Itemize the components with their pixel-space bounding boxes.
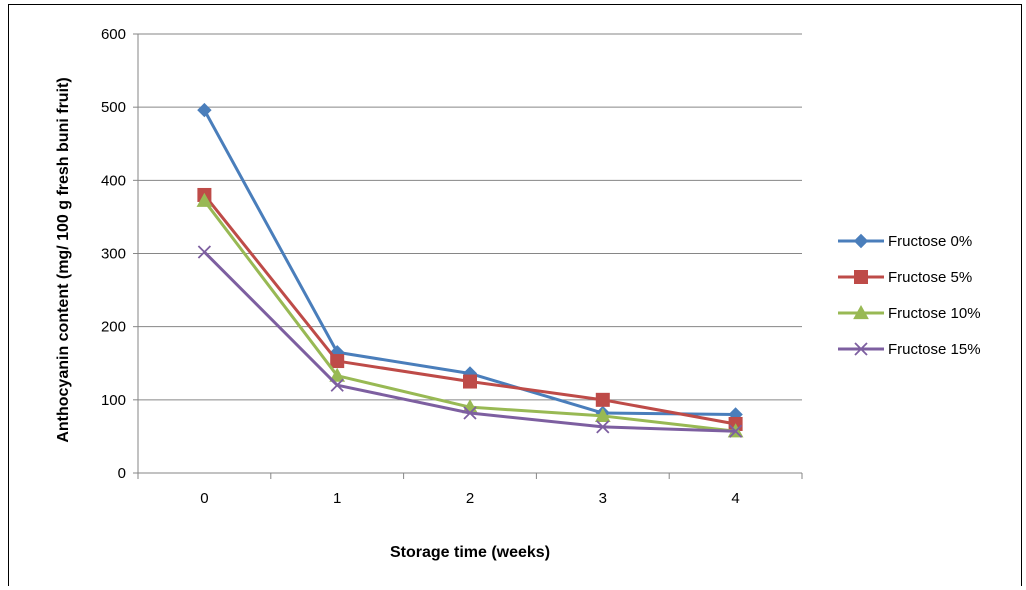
y-tick-labels: 0 100 200 300 400 500 600: [101, 26, 126, 482]
x-tick-label: 1: [333, 490, 341, 507]
legend-marker: [854, 342, 868, 356]
data-point: [330, 378, 344, 392]
data-point: [596, 420, 610, 434]
series-4: [197, 245, 743, 438]
legend-item: Fructose 15%: [838, 341, 981, 358]
series-2: [197, 187, 743, 431]
x-tick-label: 0: [200, 490, 208, 507]
data-point: [728, 424, 743, 438]
data-point: [594, 407, 611, 423]
y-tick-label: 300: [101, 246, 126, 263]
x-tick-label: 4: [731, 490, 739, 507]
chart-frame: [8, 4, 1022, 586]
y-tick-label: 600: [101, 26, 126, 43]
y-tick-label: 500: [101, 99, 126, 116]
data-point: [330, 354, 345, 369]
data-point: [595, 392, 610, 407]
legend-item: Fructose 0%: [838, 233, 972, 250]
legend-label: Fructose 5%: [888, 269, 972, 286]
legend-marker: [854, 270, 868, 284]
x-axis-label: Storage time (weeks): [390, 544, 550, 561]
data-point: [463, 374, 477, 389]
legend-marker: [853, 233, 869, 249]
data-point: [197, 245, 212, 259]
legend-marker: [853, 304, 869, 320]
axes: [133, 33, 803, 479]
x-tick-label: 2: [466, 490, 474, 507]
series-3: [196, 192, 744, 438]
y-axis-label: Anthocyanin content (mg/ 100 g fresh bun…: [55, 77, 72, 442]
data-point: [197, 102, 212, 118]
y-tick-label: 0: [118, 465, 126, 482]
series-line: [203, 199, 736, 433]
legend-label: Fructose 15%: [888, 341, 981, 358]
series-group: [196, 102, 744, 438]
y-tick-label: 100: [101, 392, 126, 409]
legend: Fructose 0% Fructose 5% Fructose 10% Fructo…: [838, 233, 981, 358]
x-tick-label: 3: [599, 490, 607, 507]
y-tick-label: 200: [101, 319, 126, 336]
series-1: [197, 102, 743, 422]
data-point: [463, 406, 477, 420]
legend-item: Fructose 5%: [838, 269, 972, 286]
data-point: [329, 367, 346, 382]
legend-label: Fructose 10%: [888, 305, 981, 322]
legend-item: Fructose 10%: [838, 304, 981, 322]
x-tick-labels: 0 1 2 3 4: [200, 490, 740, 507]
legend-label: Fructose 0%: [888, 233, 972, 250]
y-tick-label: 400: [101, 172, 126, 189]
gridlines: [138, 33, 802, 401]
series-line: [203, 194, 736, 426]
data-point: [196, 192, 213, 207]
